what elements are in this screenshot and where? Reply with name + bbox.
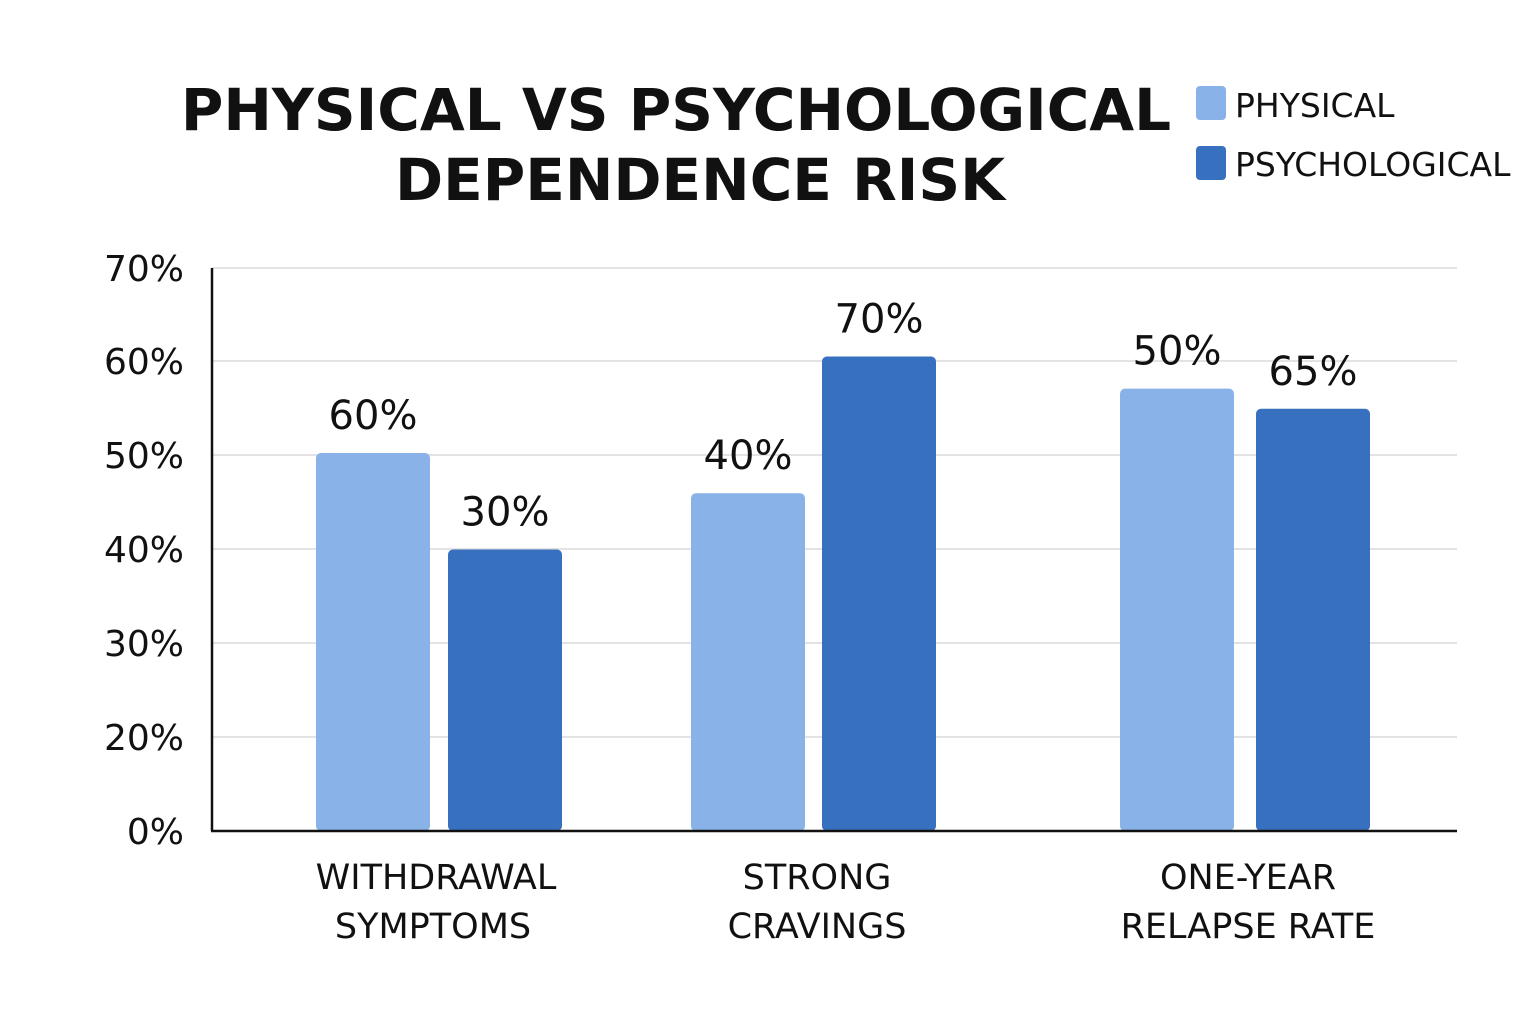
bar-psychological-0 [448,549,562,831]
bar-physical-1 [691,493,805,831]
y-tick-label: 50% [104,436,184,477]
bars [316,356,1370,831]
chart-title-line-1: PHYSICAL VS PSYCHOLOGICAL [181,76,1171,144]
x-label-withdrawal-symptoms-line-2: SYMPTOMS [335,907,531,947]
data-label-physical-2: 50% [1133,329,1222,375]
y-tick-label: 30% [104,624,184,665]
x-label-one-year-relapse-rate-line-2: RELAPSE RATE [1121,907,1376,947]
chart-title-line-2: DEPENDENCE RISK [395,146,1007,214]
chart-title: PHYSICAL VS PSYCHOLOGICAL DEPENDENCE RIS… [181,76,1171,214]
y-tick-label: 0% [127,812,184,853]
x-axis-labels: WITHDRAWAL SYMPTOMS STRONG CRAVINGS ONE-… [316,858,1376,947]
bar-physical-2 [1120,388,1234,831]
y-axis-ticks: 0% 20% 30% 40% 50% 60% 70% [104,249,184,853]
data-label-psychological-1: 70% [835,296,924,342]
data-label-physical-1: 40% [704,433,793,479]
x-label-strong-cravings-line-2: CRAVINGS [728,907,907,947]
bar-psychological-1 [822,356,936,831]
y-tick-label: 40% [104,530,184,571]
data-label-psychological-0: 30% [461,490,550,536]
x-label-withdrawal-symptoms-line-1: WITHDRAWAL [316,858,557,898]
legend-label-psychological: PSYCHOLOGICAL [1235,145,1511,184]
data-label-physical-0: 60% [329,393,418,439]
bar-psychological-2 [1256,408,1370,831]
legend-swatch-psychological [1196,146,1226,180]
y-tick-label: 60% [104,342,184,383]
bar-physical-0 [316,452,430,831]
y-tick-label: 20% [104,718,184,759]
x-label-strong-cravings-line-1: STRONG [743,858,892,898]
data-labels: 60% 40% 50% 30% 70% 65% [329,296,1358,535]
y-tick-label: 70% [104,249,184,290]
chart-legend: PHYSICAL PSYCHOLOGICAL [1196,86,1511,184]
data-label-psychological-2: 65% [1269,349,1358,395]
x-label-one-year-relapse-rate-line-1: ONE-YEAR [1160,858,1336,898]
legend-swatch-physical [1196,86,1226,120]
legend-label-physical: PHYSICAL [1235,86,1395,125]
